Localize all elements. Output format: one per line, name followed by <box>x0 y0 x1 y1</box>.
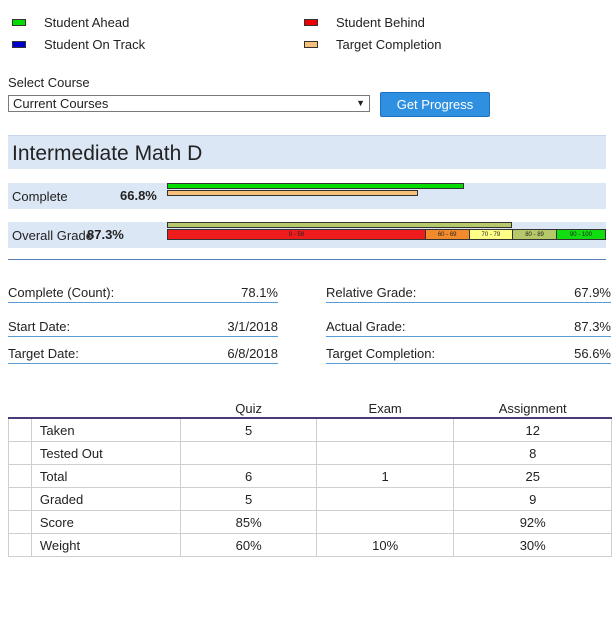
relative-grade-label: Relative Grade: <box>326 285 417 300</box>
chevron-down-icon: ▼ <box>356 98 365 108</box>
header-row-label <box>31 399 181 419</box>
grade-scale-segment: 70 - 79 <box>469 230 514 239</box>
table-cell <box>315 417 455 442</box>
target-completion-bar <box>167 190 419 196</box>
course-select-value: Current Courses <box>13 96 109 111</box>
target-completion-value: 56.6% <box>574 346 611 361</box>
actual-grade-label: Actual Grade: <box>326 319 406 334</box>
select-course-label: Select Course <box>8 75 90 90</box>
table-row: Tested Out 8 <box>8 441 612 465</box>
column-header-assignment: Assignment <box>453 399 612 419</box>
overall-grade-bar <box>167 222 512 228</box>
relative-grade-value: 67.9% <box>574 285 611 300</box>
row-label: Tested Out <box>30 441 182 465</box>
legend-item-student-behind: Student Behind <box>304 12 425 32</box>
complete-count-item: Complete (Count): 78.1% <box>8 283 278 303</box>
table-cell: 85% <box>180 510 317 534</box>
table-cell <box>315 441 455 465</box>
row-blank-cell <box>8 441 32 465</box>
course-title-bar: Intermediate Math D <box>8 135 606 169</box>
legend-label-ahead: Student Ahead <box>44 14 130 30</box>
table-row: Total 6 1 25 <box>8 464 612 488</box>
grade-scale-segment: 80 - 89 <box>513 230 557 239</box>
start-date-value: 3/1/2018 <box>227 319 278 334</box>
complete-value: 66.8% <box>120 188 157 203</box>
row-label: Weight <box>30 533 182 557</box>
start-date-item: Start Date: 3/1/2018 <box>8 317 278 337</box>
table-row: Weight 60% 10% 30% <box>8 533 612 557</box>
row-label: Total <box>30 464 182 488</box>
table-cell <box>180 441 317 465</box>
table-cell: 92% <box>453 510 612 534</box>
table-cell: 1 <box>315 464 455 488</box>
row-label: Taken <box>30 417 182 442</box>
course-select[interactable]: Current Courses ▼ <box>8 95 370 112</box>
table-cell: 25 <box>453 464 612 488</box>
target-completion-label: Target Completion: <box>326 346 436 361</box>
complete-count-value: 78.1% <box>241 285 278 300</box>
grade-scale-segment: 0 - 59 <box>168 230 426 239</box>
table-cell: 5 <box>180 487 317 511</box>
row-blank-cell <box>8 464 32 488</box>
target-completion-item: Target Completion: 56.6% <box>326 344 611 364</box>
overall-grade-label: Overall Grade <box>12 228 93 243</box>
legend-item-student-ahead: Student Ahead <box>12 12 129 32</box>
legend-label-behind: Student Behind <box>336 14 425 30</box>
table-row: Score 85% 92% <box>8 510 612 534</box>
column-header-exam: Exam <box>316 399 454 419</box>
actual-grade-value: 87.3% <box>574 319 611 334</box>
section-divider <box>8 259 606 260</box>
legend-label-on-track: Student On Track <box>44 36 146 52</box>
get-progress-button[interactable]: Get Progress <box>380 92 490 117</box>
table-cell: 5 <box>180 417 317 442</box>
row-blank-cell <box>8 510 32 534</box>
row-blank-cell <box>8 487 32 511</box>
table-cell: 30% <box>453 533 612 557</box>
actual-grade-item: Actual Grade: 87.3% <box>326 317 611 337</box>
relative-grade-item: Relative Grade: 67.9% <box>326 283 611 303</box>
table-cell: 10% <box>315 533 455 557</box>
target-date-value: 6/8/2018 <box>227 346 278 361</box>
progress-table: Quiz Exam Assignment Taken 5 12 Tested Out 8… <box>8 399 612 557</box>
complete-label: Complete <box>12 189 68 204</box>
legend-item-target-completion: Target Completion <box>304 34 442 54</box>
grade-scale: 0 - 59 60 - 69 70 - 79 80 - 89 90 - 100 <box>167 229 606 240</box>
header-blank <box>8 399 32 419</box>
table-cell: 6 <box>180 464 317 488</box>
row-label: Score <box>30 510 182 534</box>
row-blank-cell <box>8 417 32 442</box>
table-cell: 60% <box>180 533 317 557</box>
table-cell: 12 <box>453 417 612 442</box>
legend-swatch-ahead <box>12 18 26 26</box>
row-label: Graded <box>30 487 182 511</box>
column-header-quiz: Quiz <box>180 399 317 419</box>
target-date-item: Target Date: 6/8/2018 <box>8 344 278 364</box>
legend-item-student-on-track: Student On Track <box>12 34 145 54</box>
course-title: Intermediate Math D <box>12 142 203 165</box>
table-row: Taken 5 12 <box>8 417 612 442</box>
overall-grade-value: 87.3% <box>87 227 124 242</box>
table-cell <box>315 487 455 511</box>
complete-count-label: Complete (Count): <box>8 285 115 300</box>
table-cell: 9 <box>453 487 612 511</box>
grade-scale-segment: 90 - 100 <box>556 230 605 239</box>
grade-scale-segment: 60 - 69 <box>425 230 470 239</box>
table-cell <box>315 510 455 534</box>
legend: Student Ahead Student On Track Student B… <box>8 12 608 56</box>
student-complete-bar <box>167 183 464 189</box>
table-row: Graded 5 9 <box>8 487 612 511</box>
row-blank-cell <box>8 533 32 557</box>
table-cell: 8 <box>453 441 612 465</box>
target-date-label: Target Date: <box>8 346 79 361</box>
legend-swatch-target <box>304 40 318 48</box>
legend-swatch-behind <box>304 18 318 26</box>
legend-swatch-on-track <box>12 40 26 48</box>
start-date-label: Start Date: <box>8 319 71 334</box>
legend-label-target: Target Completion <box>336 36 442 52</box>
table-header: Quiz Exam Assignment <box>8 399 612 419</box>
